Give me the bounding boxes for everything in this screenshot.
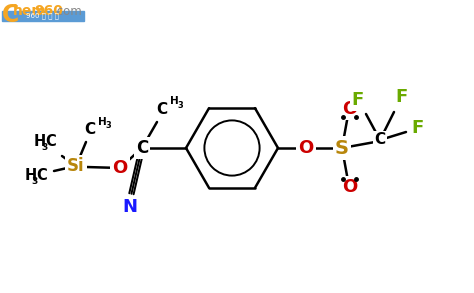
Text: 3: 3 (42, 144, 48, 152)
Text: C: C (36, 168, 47, 183)
Text: F: F (412, 119, 424, 137)
Text: 3: 3 (105, 122, 111, 130)
Text: S: S (335, 139, 349, 158)
Text: H: H (98, 117, 107, 127)
Text: F: F (396, 88, 408, 106)
Text: H: H (34, 134, 46, 149)
Text: 960 化 工 网: 960 化 工 网 (27, 13, 60, 19)
Text: C: C (136, 139, 148, 157)
Text: N: N (122, 198, 137, 216)
Text: 3: 3 (177, 100, 183, 110)
Text: 3: 3 (32, 178, 38, 187)
Text: F: F (352, 91, 364, 109)
Text: C: C (374, 132, 385, 147)
Text: O: O (342, 100, 357, 118)
Text: .com: .com (54, 5, 83, 18)
Text: O: O (342, 178, 357, 196)
Text: H: H (170, 96, 179, 106)
Text: O: O (112, 159, 128, 177)
Text: H: H (25, 168, 37, 183)
Bar (2, 11, 84, 21)
Text: C: C (84, 122, 96, 137)
Text: 960: 960 (34, 4, 63, 18)
Text: Si: Si (67, 157, 85, 175)
Text: hem: hem (13, 4, 47, 18)
Text: C: C (2, 3, 19, 27)
Text: O: O (298, 139, 314, 157)
Text: C: C (45, 134, 56, 149)
Text: C: C (156, 103, 168, 117)
